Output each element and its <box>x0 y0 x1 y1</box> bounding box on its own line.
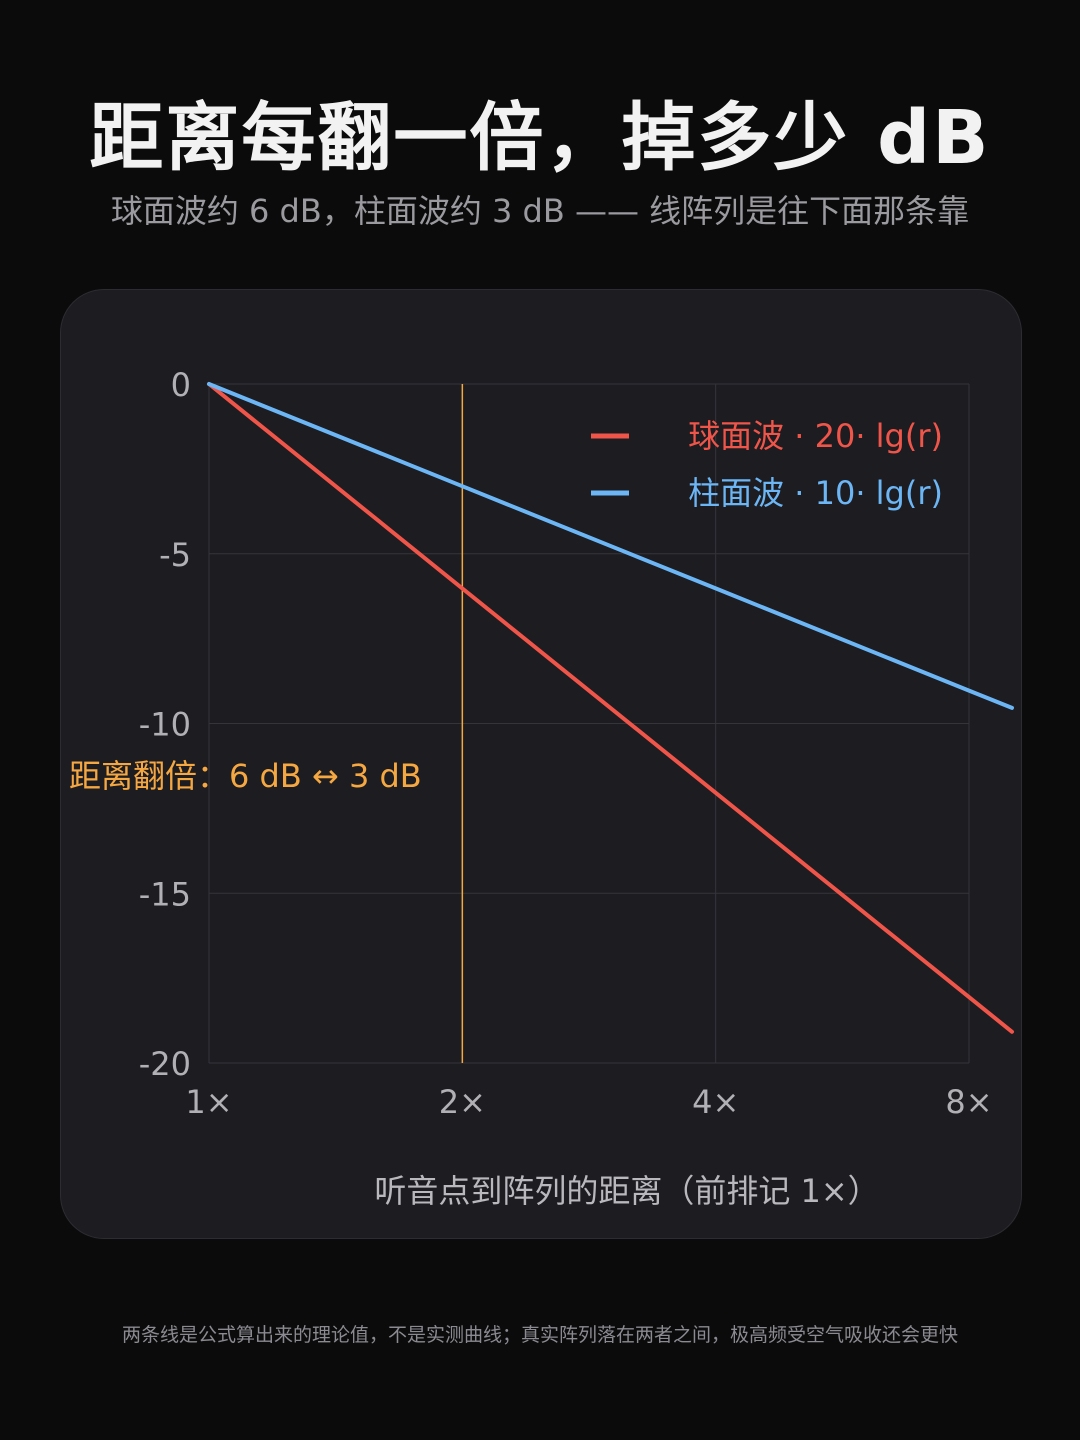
y-tick-label: -10 <box>139 706 191 744</box>
legend-label: 柱面波 · 10· lg(r) <box>688 474 943 512</box>
chart-card: 0 -5 -10 -15 -20 1× 2× 4× 8× 距离翻倍：6 dB ↔ 3 dB 球面波 … <box>60 289 1022 1239</box>
line-chart: 0 -5 -10 -15 -201× 2× 4× 8× 距离翻倍：6 dB ↔ 3 dB 球面波 … <box>69 366 1014 1210</box>
legend-label: 球面波 · 20· lg(r) <box>688 417 943 455</box>
y-tick-label: -5 <box>159 536 191 574</box>
y-tick-label: -15 <box>139 875 191 913</box>
series-line-spherical <box>207 382 1014 1034</box>
y-tick-label: -20 <box>139 1045 191 1083</box>
x-tick-label: 8× <box>945 1083 992 1121</box>
x-axis-label: 听音点到阵列的距离（前排记 1×） <box>374 1172 879 1210</box>
x-tick-label: 4× <box>692 1083 739 1121</box>
page-subtitle: 球面波约 6 dB，柱面波约 3 dB —— 线阵列是往下面那条靠 <box>110 192 970 230</box>
series-line-cylindrical <box>207 382 1014 710</box>
annotation-label: 距离翻倍：6 dB ↔ 3 dB <box>69 757 422 795</box>
footer-note: 两条线是公式算出来的理论值，不是实测曲线；真实阵列落在两者之间，极高频受空气吸收… <box>121 1324 958 1346</box>
y-tick-label: 0 <box>171 366 191 404</box>
x-tick-label: 1× <box>185 1083 232 1121</box>
page-title: 距离每翻一倍，掉多少 dB <box>89 95 991 181</box>
x-tick-label: 2× <box>439 1083 486 1121</box>
